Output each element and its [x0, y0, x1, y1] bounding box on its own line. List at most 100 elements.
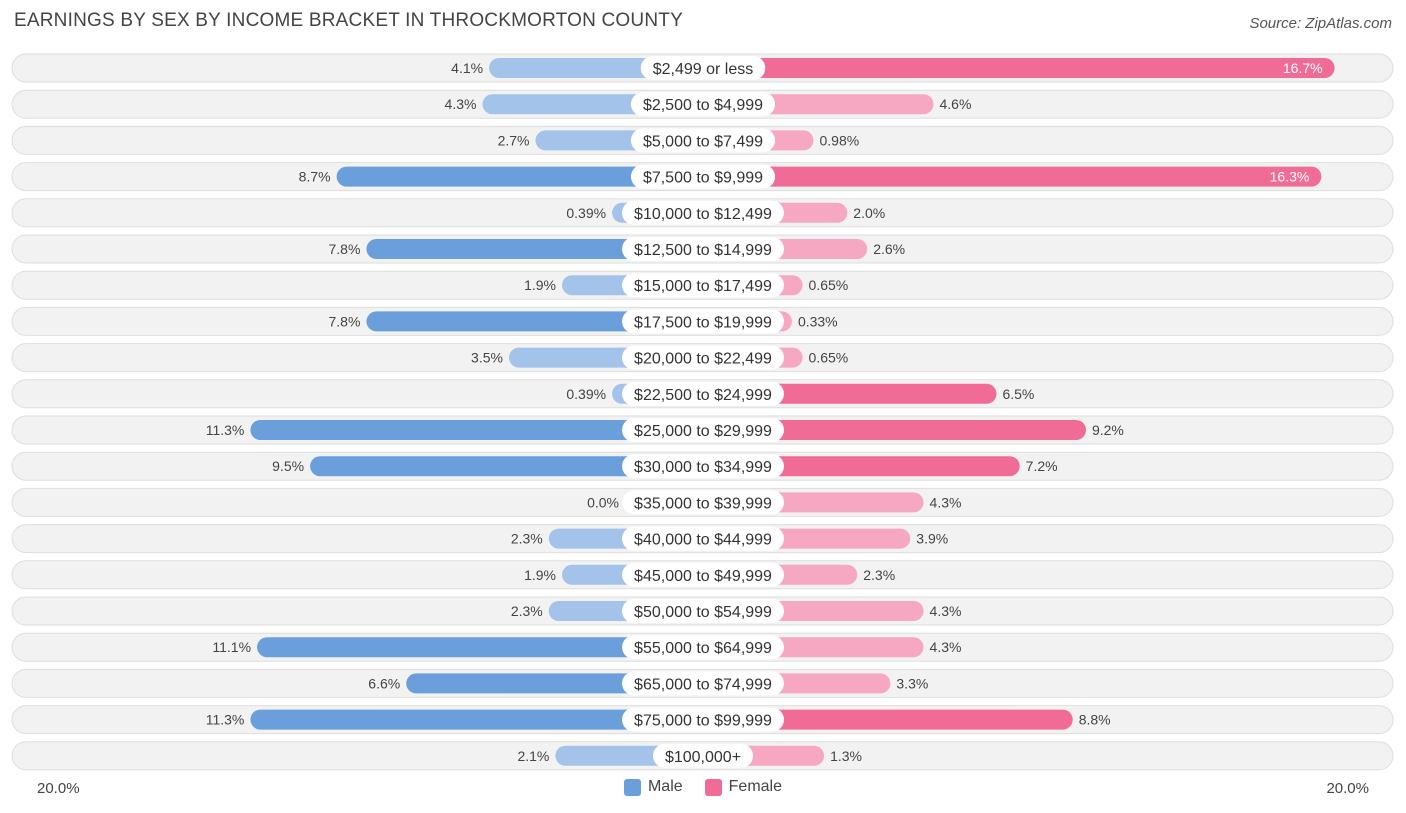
category-label: $12,500 to $14,999 — [634, 242, 772, 259]
male-value-label: 11.3% — [206, 712, 245, 728]
male-value-label: 2.3% — [511, 531, 543, 547]
female-value-label: 3.9% — [916, 531, 948, 547]
female-value-label: 1.3% — [830, 748, 862, 764]
male-value-label: 0.39% — [566, 205, 606, 221]
bar-chart: 4.1% 16.7% $2,499 or less 4.3% 4.6% $2,500 to… — [11, 53, 1394, 771]
category-label: $2,500 to $4,999 — [643, 97, 763, 114]
legend-swatch-male — [623, 778, 641, 796]
male-bar — [366, 239, 703, 259]
female-value-label: 0.65% — [809, 277, 849, 293]
legend-item-male[interactable]: Male — [623, 778, 683, 796]
category-label: $10,000 to $12,499 — [634, 206, 772, 223]
legend-label-male: Male — [647, 778, 683, 795]
male-value-label: 1.9% — [524, 277, 556, 293]
category-label: $35,000 to $39,999 — [634, 495, 772, 512]
female-bar — [703, 58, 1335, 78]
male-value-label: 4.3% — [445, 96, 477, 112]
male-value-label: 11.1% — [212, 639, 251, 655]
male-value-label: 4.1% — [451, 60, 483, 76]
axis-left-label: 20.0% — [37, 780, 80, 797]
category-pill — [630, 128, 776, 153]
female-value-label: 2.3% — [863, 567, 895, 583]
female-value-label: 4.3% — [930, 639, 962, 655]
category-pill — [622, 671, 784, 696]
female-value-label: 0.33% — [798, 313, 838, 329]
female-value-label: 4.3% — [930, 603, 962, 619]
male-value-label: 7.8% — [329, 241, 361, 257]
female-bar — [703, 709, 1073, 730]
male-bar — [250, 420, 703, 440]
male-value-label: 2.7% — [498, 132, 530, 148]
category-pill — [622, 526, 784, 551]
category-label: $100,000+ — [665, 749, 741, 766]
male-value-label: 9.5% — [272, 458, 304, 474]
category-pill — [622, 562, 784, 587]
category-pill — [622, 635, 784, 660]
category-label: $65,000 to $74,999 — [634, 676, 772, 693]
category-pill — [622, 454, 784, 479]
category-pill — [622, 273, 784, 298]
category-label: $15,000 to $17,499 — [634, 278, 772, 295]
axis-right-label: 20.0% — [1326, 780, 1369, 797]
male-bar — [336, 166, 703, 187]
category-label: $55,000 to $64,999 — [634, 640, 772, 657]
category-label: $17,500 to $19,999 — [634, 314, 772, 331]
category-label: $2,499 or less — [653, 61, 754, 78]
female-value-label: 4.3% — [930, 494, 962, 510]
legend-swatch-female — [704, 778, 722, 796]
category-pill — [622, 418, 784, 442]
male-value-label: 7.8% — [329, 313, 361, 329]
legend-label-female: Female — [728, 778, 783, 795]
female-value-label: 7.2% — [1026, 458, 1058, 474]
legend: Male Female — [0, 778, 1406, 796]
category-pill — [622, 345, 784, 370]
chart-title: EARNINGS BY SEX BY INCOME BRACKET IN THR… — [14, 10, 683, 31]
legend-item-female[interactable]: Female — [704, 778, 783, 796]
male-value-label: 2.3% — [511, 603, 543, 619]
source-label: Source: ZipAtlas.com — [1249, 15, 1392, 32]
category-pill — [622, 599, 784, 623]
male-bar — [257, 637, 703, 658]
male-bar — [310, 456, 703, 477]
male-value-label: 0.0% — [587, 494, 619, 510]
female-value-label: 4.6% — [939, 96, 971, 112]
category-pill — [622, 237, 784, 261]
category-label: $7,500 to $9,999 — [643, 170, 763, 187]
female-value-label: 3.3% — [896, 675, 928, 691]
female-value-label: 8.8% — [1079, 712, 1111, 728]
category-pill — [630, 164, 776, 189]
female-value-label: 2.0% — [853, 205, 885, 221]
male-value-label: 0.39% — [566, 386, 606, 402]
female-value-label: 16.3% — [1270, 169, 1310, 185]
category-label: $20,000 to $22,499 — [634, 351, 772, 368]
female-value-label: 6.5% — [1002, 386, 1034, 402]
female-bar — [703, 166, 1322, 187]
female-value-label: 2.6% — [873, 241, 905, 257]
category-label: $50,000 to $54,999 — [634, 604, 772, 621]
category-pill — [622, 707, 784, 732]
male-bar — [366, 311, 703, 332]
category-pill — [622, 381, 784, 406]
category-label: $22,500 to $24,999 — [634, 387, 772, 404]
category-label: $40,000 to $44,999 — [634, 532, 772, 549]
category-pill — [652, 743, 754, 768]
male-value-label: 1.9% — [524, 567, 556, 583]
category-label: $75,000 to $99,999 — [634, 713, 772, 730]
category-pill — [630, 92, 776, 117]
category-pill — [640, 56, 766, 80]
male-value-label: 2.1% — [517, 748, 549, 764]
male-value-label: 3.5% — [471, 350, 503, 366]
category-label: $25,000 to $29,999 — [634, 423, 772, 440]
female-value-label: 9.2% — [1092, 422, 1124, 438]
category-pill — [622, 309, 784, 334]
male-value-label: 11.3% — [206, 422, 245, 438]
female-bar — [703, 420, 1086, 440]
category-pill — [622, 200, 784, 225]
female-value-label: 0.65% — [809, 350, 849, 366]
category-label: $5,000 to $7,499 — [643, 133, 763, 150]
male-value-label: 8.7% — [299, 169, 331, 185]
category-label: $30,000 to $34,999 — [634, 459, 772, 476]
male-bar — [250, 709, 703, 730]
female-value-label: 16.7% — [1283, 60, 1323, 76]
male-value-label: 6.6% — [368, 675, 400, 691]
